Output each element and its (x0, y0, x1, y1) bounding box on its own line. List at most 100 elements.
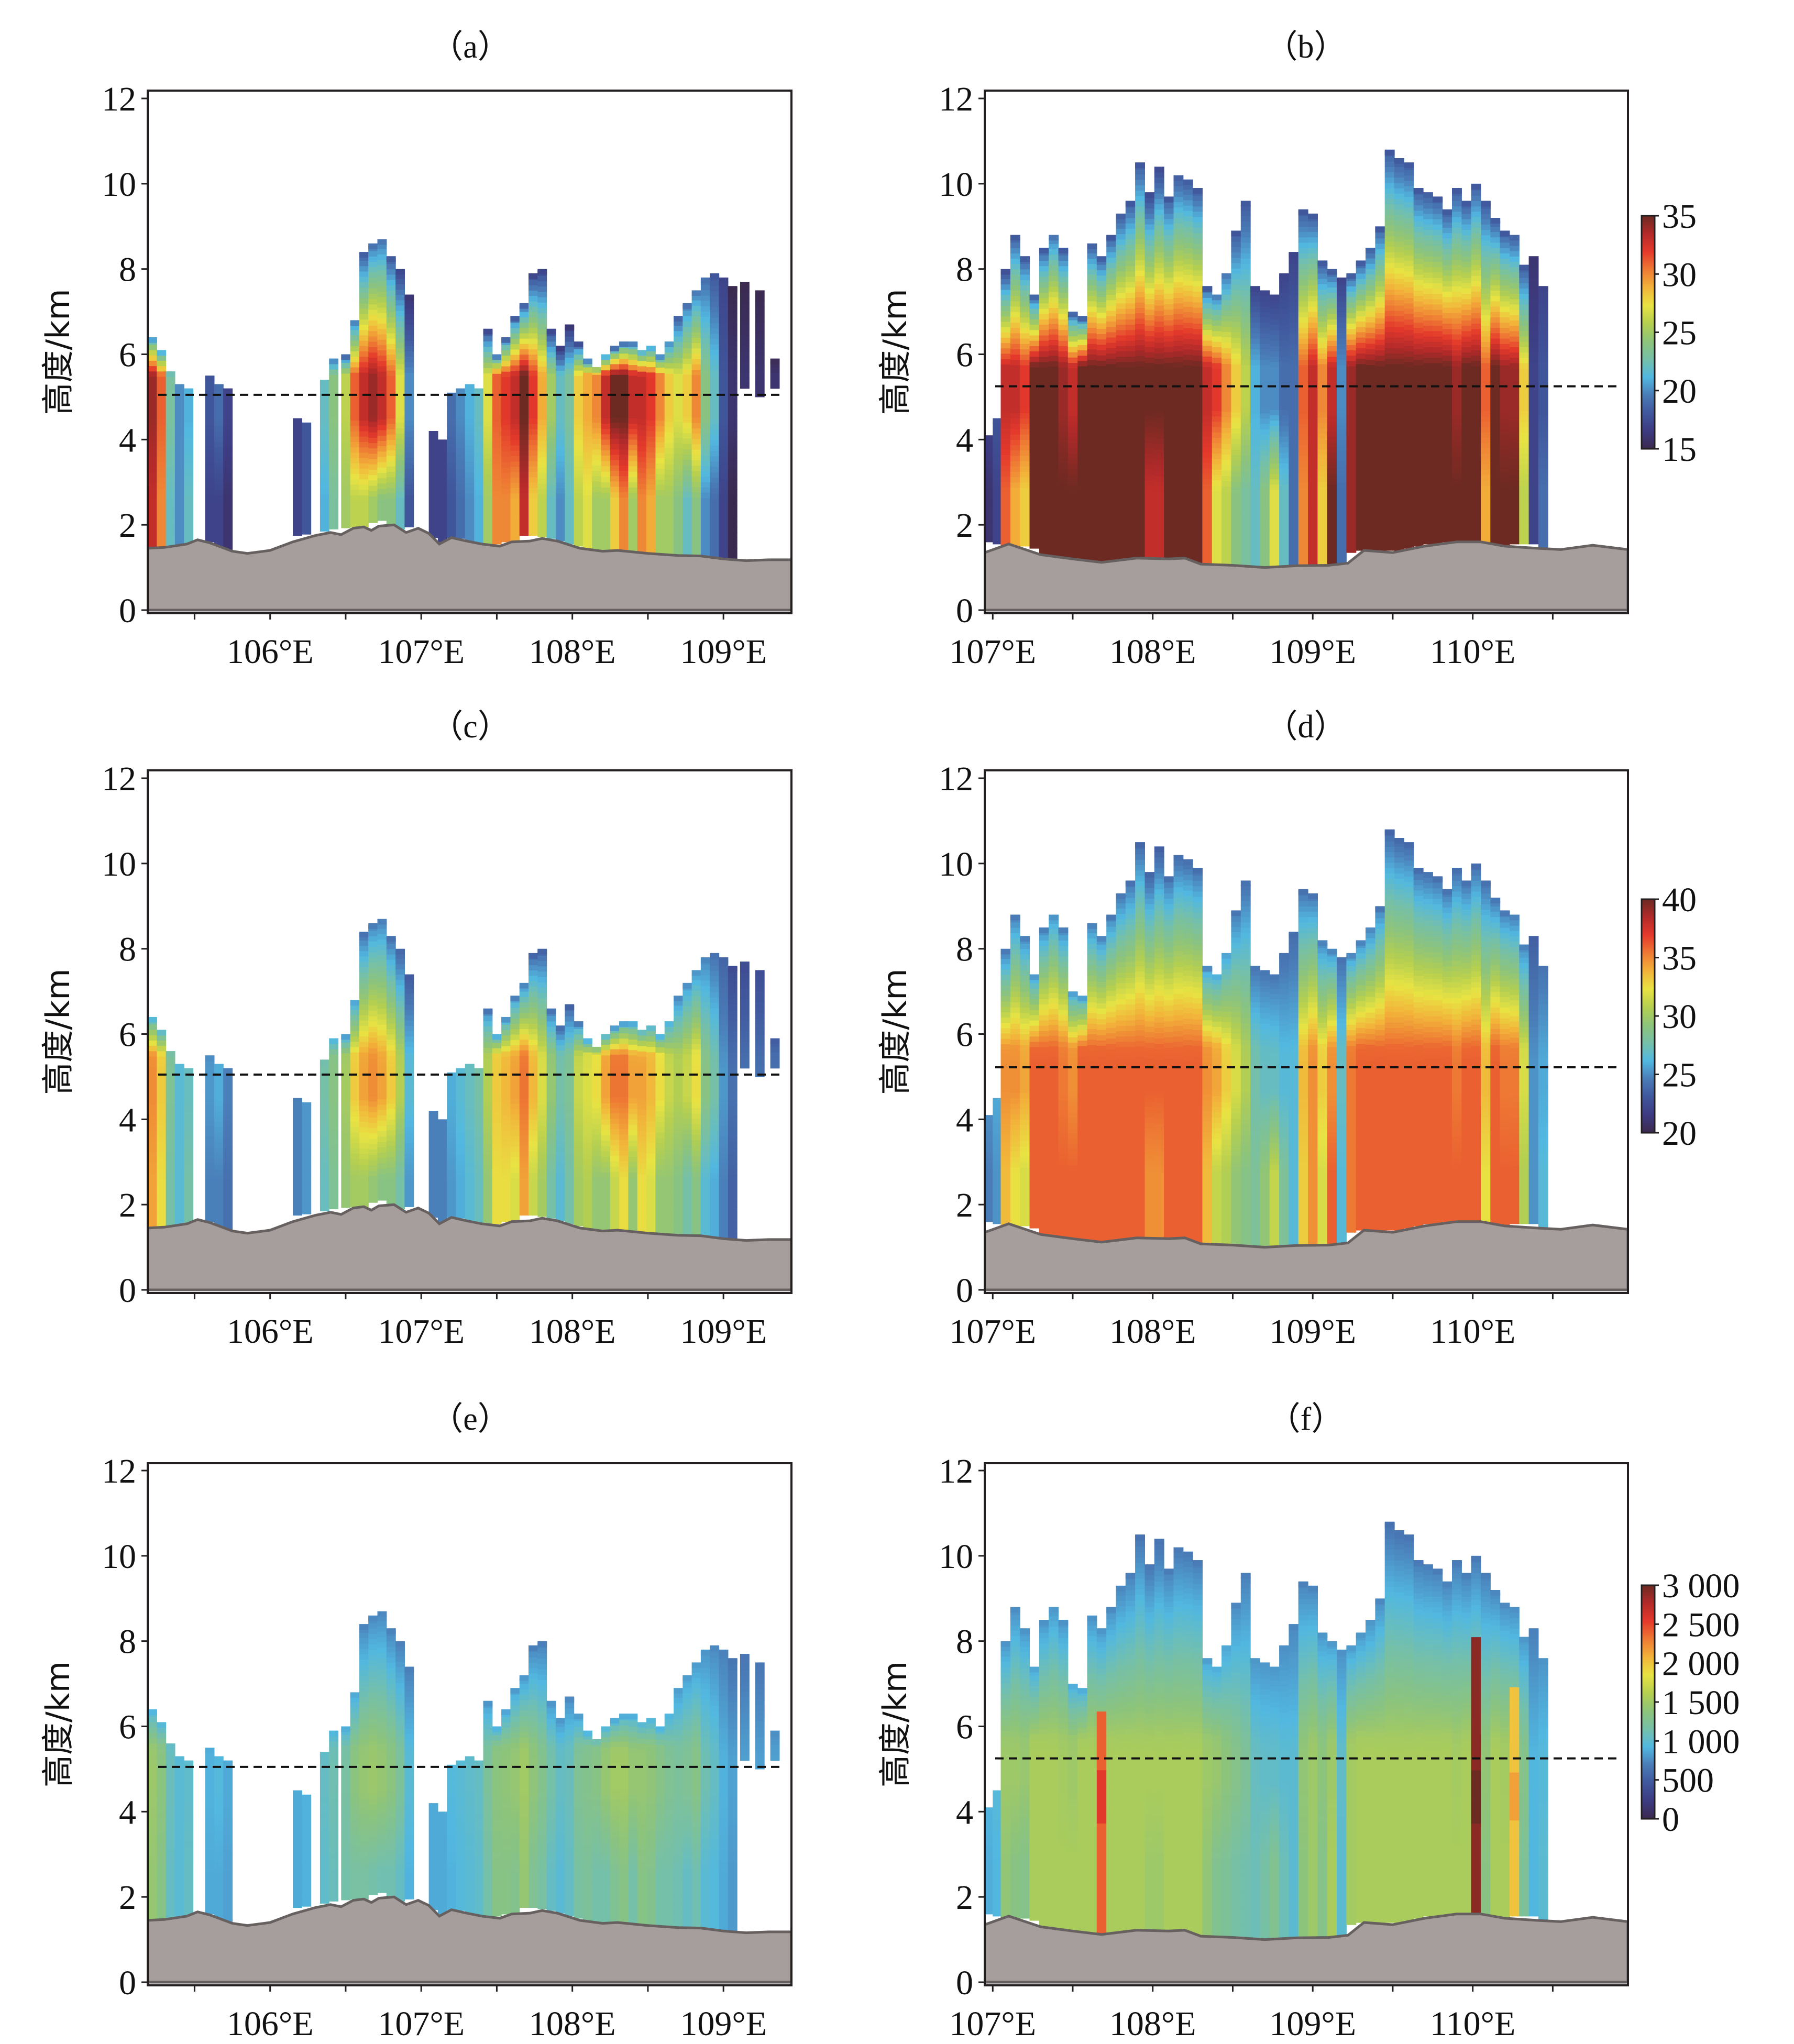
data-cell (359, 522, 369, 527)
data-cell (1087, 487, 1097, 493)
data-cell (574, 391, 584, 397)
data-cell (1346, 350, 1357, 356)
data-cell (1279, 431, 1289, 437)
data-cell (1058, 420, 1069, 426)
data-cell (546, 458, 556, 465)
data-cell (1164, 437, 1174, 443)
data-cell (1212, 389, 1222, 395)
data-cell (1346, 408, 1357, 415)
data-cell (1240, 205, 1251, 211)
data-cell (501, 521, 511, 526)
data-cell (740, 282, 750, 288)
data-cell (1366, 540, 1375, 547)
data-cell (341, 443, 351, 448)
data-cell (565, 496, 575, 502)
data-cell (691, 385, 701, 391)
data-cell (610, 476, 620, 482)
data-cell (465, 402, 475, 408)
data-cell (993, 523, 1003, 528)
data-cell (740, 319, 750, 325)
data-cell (1020, 418, 1030, 424)
data-cell (1327, 543, 1337, 549)
data-cell (148, 456, 157, 462)
data-cell (1356, 454, 1366, 460)
data-cell (1029, 441, 1040, 448)
data-cell (740, 314, 750, 319)
data-cell (1346, 547, 1357, 553)
data-cell (1039, 248, 1049, 253)
data-cell (1164, 533, 1174, 539)
data-cell (619, 502, 629, 509)
data-cell (341, 495, 351, 502)
data-cell (1250, 487, 1260, 493)
data-cell (1125, 346, 1136, 351)
data-cell (1077, 531, 1088, 537)
data-cell (1394, 444, 1404, 450)
data-cell (1067, 463, 1078, 470)
data-cell (1144, 373, 1155, 379)
data-cell (492, 362, 502, 369)
data-cell (1202, 409, 1213, 415)
data-cell (350, 335, 360, 341)
data-cell (619, 385, 629, 391)
data-cell (1193, 249, 1203, 255)
data-cell (359, 361, 369, 368)
data-cell (601, 354, 611, 360)
data-cell (1375, 302, 1385, 308)
data-cell (1183, 184, 1193, 190)
data-column (740, 282, 750, 389)
data-cell (691, 497, 701, 503)
data-cell (1067, 405, 1078, 411)
data-cell (1240, 477, 1251, 483)
data-cell (537, 339, 547, 346)
data-cell (1096, 339, 1107, 345)
data-cell (1020, 509, 1030, 515)
data-cell (1231, 444, 1241, 450)
data-cell (1260, 546, 1270, 552)
data-cell (619, 524, 629, 529)
data-cell (1193, 419, 1203, 425)
data-cell (1298, 269, 1308, 275)
data-cell (719, 510, 729, 516)
data-cell (1116, 372, 1126, 378)
data-cell (700, 300, 710, 306)
data-cell (537, 451, 547, 457)
data-cell (1269, 399, 1280, 405)
data-cell (674, 496, 683, 502)
data-cell (728, 415, 738, 421)
data-cell (1413, 418, 1424, 424)
data-cell (1375, 504, 1385, 511)
data-cell (1327, 425, 1337, 432)
data-cell (1289, 269, 1299, 275)
data-cell (1327, 361, 1337, 368)
data-cell (519, 344, 529, 349)
data-cell (691, 316, 701, 322)
data-cell (166, 423, 175, 429)
data-cell (1077, 350, 1088, 356)
data-column (483, 328, 493, 544)
data-cell (1384, 363, 1395, 370)
data-cell (377, 408, 387, 415)
data-cell (1308, 530, 1318, 536)
data-cell (1231, 353, 1241, 359)
data-cell (1029, 404, 1040, 410)
data-cell (719, 361, 729, 367)
data-cell (1067, 330, 1078, 337)
data-cell (1067, 394, 1078, 401)
data-cell (1193, 483, 1203, 489)
data-cell (174, 513, 184, 519)
data-cell (1327, 388, 1337, 394)
data-cell (1260, 530, 1270, 536)
data-cell (184, 411, 194, 417)
data-cell (1394, 465, 1404, 471)
data-cell (700, 348, 710, 355)
data-cell (728, 522, 738, 527)
data-cell (359, 484, 369, 490)
data-cell (293, 503, 302, 510)
data-cell (519, 391, 529, 397)
data-cell (1279, 543, 1289, 549)
data-cell (655, 505, 665, 512)
data-cell (1144, 293, 1155, 299)
data-cell (1164, 196, 1174, 203)
data-cell (214, 463, 224, 469)
